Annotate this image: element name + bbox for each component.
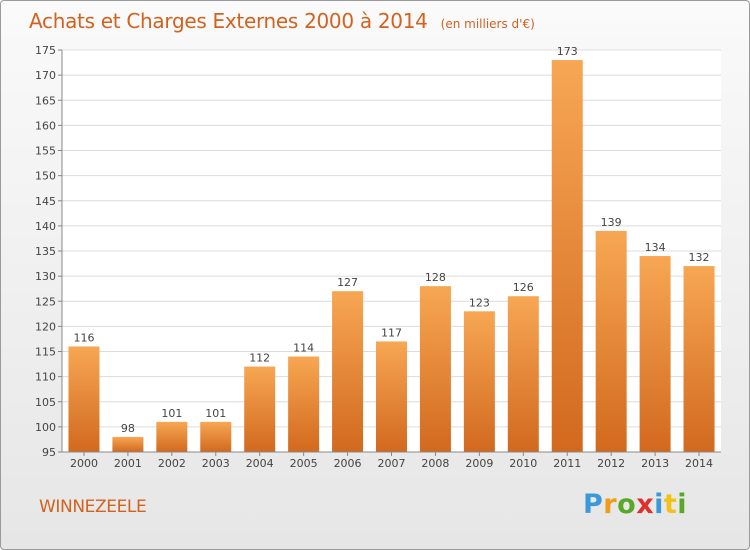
- x-tick-label: 2008: [421, 457, 449, 470]
- data-label: 114: [293, 342, 314, 355]
- x-tick-label: 2010: [509, 457, 537, 470]
- y-tick-label: 155: [35, 145, 56, 158]
- y-tick-label: 130: [35, 270, 56, 283]
- bar: [376, 341, 407, 452]
- commune-name: WINNEZEELE: [39, 497, 147, 517]
- chart-subtitle: (en milliers d'€): [440, 17, 535, 31]
- x-tick-label: 2007: [378, 457, 406, 470]
- y-tick-label: 125: [35, 295, 56, 308]
- y-tick-label: 170: [35, 69, 56, 82]
- title-row: Achats et Charges Externes 2000 à 2014 (…: [29, 9, 535, 33]
- x-tick-label: 2013: [641, 457, 669, 470]
- y-tick-label: 160: [35, 119, 56, 132]
- y-tick-label: 165: [35, 94, 56, 107]
- y-tick-label: 115: [35, 346, 56, 359]
- data-label: 101: [161, 407, 182, 420]
- data-label: 123: [469, 296, 490, 309]
- y-tick-label: 135: [35, 245, 56, 258]
- bar: [507, 296, 539, 452]
- data-label: 98: [121, 422, 135, 435]
- bar: [595, 230, 627, 452]
- x-tick-label: 2000: [70, 457, 98, 470]
- bar: [200, 421, 232, 452]
- y-tick-label: 175: [35, 44, 56, 57]
- data-label: 112: [249, 352, 270, 365]
- x-tick-label: 2012: [597, 457, 625, 470]
- x-tick-label: 2005: [290, 457, 318, 470]
- x-tick-label: 2001: [114, 457, 142, 470]
- x-tick-label: 2009: [465, 457, 493, 470]
- bar: [551, 60, 583, 453]
- data-label: 127: [337, 276, 358, 289]
- x-tick-label: 2006: [334, 457, 362, 470]
- bar: [683, 266, 715, 452]
- bar: [68, 346, 100, 452]
- x-tick-label: 2002: [158, 457, 186, 470]
- bar: [244, 366, 276, 452]
- bar: [156, 421, 188, 452]
- y-tick-label: 110: [35, 371, 56, 384]
- x-tick-label: 2004: [246, 457, 274, 470]
- data-label: 139: [601, 216, 622, 229]
- data-label: 173: [557, 45, 578, 58]
- chart-title: Achats et Charges Externes 2000 à 2014: [29, 9, 428, 33]
- proxiti-logo: Proxiti: [583, 489, 688, 520]
- data-label: 132: [689, 251, 710, 264]
- y-tick-label: 120: [35, 320, 56, 333]
- data-label: 126: [513, 281, 534, 294]
- y-tick-label: 105: [35, 396, 56, 409]
- bar: [639, 256, 671, 452]
- bar: [288, 356, 320, 452]
- x-tick-label: 2011: [553, 457, 581, 470]
- data-label: 101: [205, 407, 226, 420]
- x-tick-label: 2003: [202, 457, 230, 470]
- bar: [463, 311, 495, 452]
- y-tick-label: 140: [35, 220, 56, 233]
- data-label: 116: [73, 331, 94, 344]
- y-tick-label: 95: [42, 446, 56, 459]
- bar: [332, 291, 364, 452]
- y-tick-label: 100: [35, 421, 56, 434]
- y-tick-label: 150: [35, 170, 56, 183]
- x-tick-label: 2014: [685, 457, 713, 470]
- data-label: 134: [645, 241, 666, 254]
- data-label: 128: [425, 271, 446, 284]
- bar: [112, 436, 144, 452]
- data-label: 117: [381, 326, 402, 339]
- bar: [419, 286, 451, 452]
- y-tick-label: 145: [35, 195, 56, 208]
